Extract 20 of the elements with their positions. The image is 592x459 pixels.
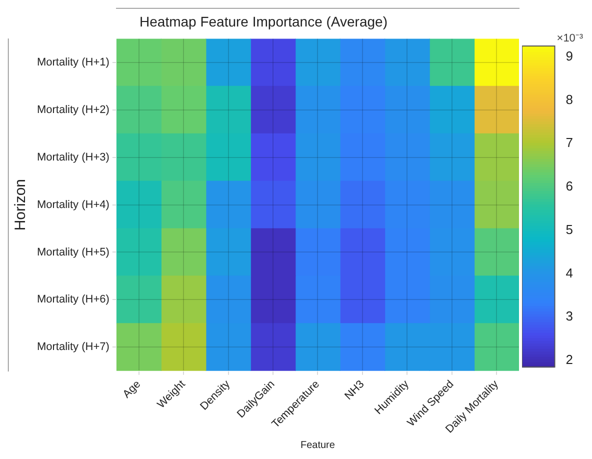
y-tick-label: Mortality (H+5) [36,246,110,258]
y-tick-label: Mortality (H+7) [36,341,110,354]
color-bar-label: 5 [566,222,574,237]
y-tick-label: Mortality (H+6) [36,294,110,306]
x-axis-title: Feature [300,440,336,451]
y-tick-label: Mortality (H+4) [36,198,110,211]
color-bar-label: 6 [566,178,574,194]
color-bar-label: 7 [566,135,574,150]
y-tick-label: Mortality (H+3) [36,151,110,164]
color-bar-label: 4 [566,265,574,280]
chart-title: Heatmap Feature Importance (Average) [140,13,388,30]
color-bar-label: 2 [566,352,574,368]
color-bar-label: 3 [566,308,574,324]
y-tick-label: Mortality (H+2) [36,104,110,116]
color-bar-label: 9 [566,48,574,64]
color-bar-title: ×10⁻³ [556,32,584,45]
y-tick-label: Mortality (H+1) [36,56,110,69]
x-tick-label: Age [120,378,144,401]
y-axis-title: Horizon [12,178,30,231]
color-bar-label: 8 [566,92,574,107]
